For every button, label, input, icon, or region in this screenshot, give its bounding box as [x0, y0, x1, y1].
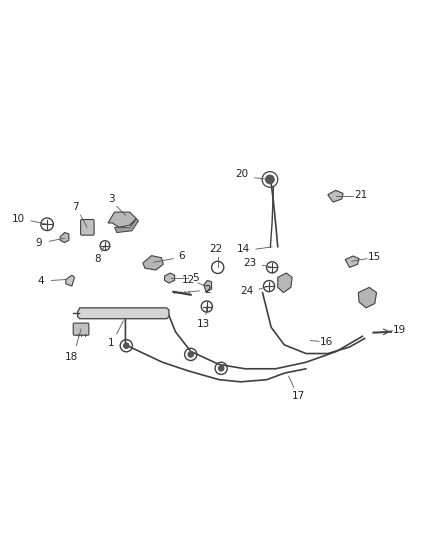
FancyBboxPatch shape [81, 220, 94, 235]
Text: 13: 13 [197, 319, 210, 329]
Text: 14: 14 [237, 244, 251, 254]
Text: 23: 23 [244, 258, 257, 268]
Polygon shape [204, 280, 212, 292]
Text: 17: 17 [292, 391, 305, 401]
Circle shape [219, 366, 224, 371]
Text: 2: 2 [204, 285, 211, 295]
Polygon shape [165, 273, 175, 283]
Polygon shape [358, 287, 377, 308]
Circle shape [266, 175, 274, 184]
Text: 6: 6 [178, 252, 184, 262]
Text: 9: 9 [35, 238, 42, 248]
Text: 10: 10 [11, 214, 25, 224]
Polygon shape [278, 273, 292, 293]
Text: 3: 3 [108, 193, 115, 204]
Circle shape [124, 343, 129, 349]
FancyBboxPatch shape [73, 323, 89, 335]
Text: 5: 5 [192, 273, 199, 283]
Polygon shape [328, 190, 343, 202]
Text: 18: 18 [65, 352, 78, 361]
Polygon shape [66, 275, 74, 286]
Text: 12: 12 [182, 274, 195, 285]
Polygon shape [345, 256, 359, 268]
Text: 24: 24 [240, 286, 254, 296]
Text: 16: 16 [320, 337, 334, 347]
Text: 22: 22 [209, 244, 222, 254]
Circle shape [188, 352, 193, 357]
Text: 1: 1 [108, 338, 115, 348]
Text: 19: 19 [393, 325, 406, 335]
Text: 15: 15 [368, 252, 381, 262]
Polygon shape [143, 256, 163, 270]
Text: 20: 20 [235, 169, 248, 179]
Polygon shape [78, 308, 169, 319]
Polygon shape [60, 232, 69, 243]
Text: 8: 8 [94, 254, 100, 264]
Text: 21: 21 [354, 190, 367, 200]
Text: 7: 7 [72, 203, 79, 212]
Polygon shape [108, 212, 136, 228]
Polygon shape [115, 219, 138, 232]
Text: 4: 4 [37, 276, 44, 286]
